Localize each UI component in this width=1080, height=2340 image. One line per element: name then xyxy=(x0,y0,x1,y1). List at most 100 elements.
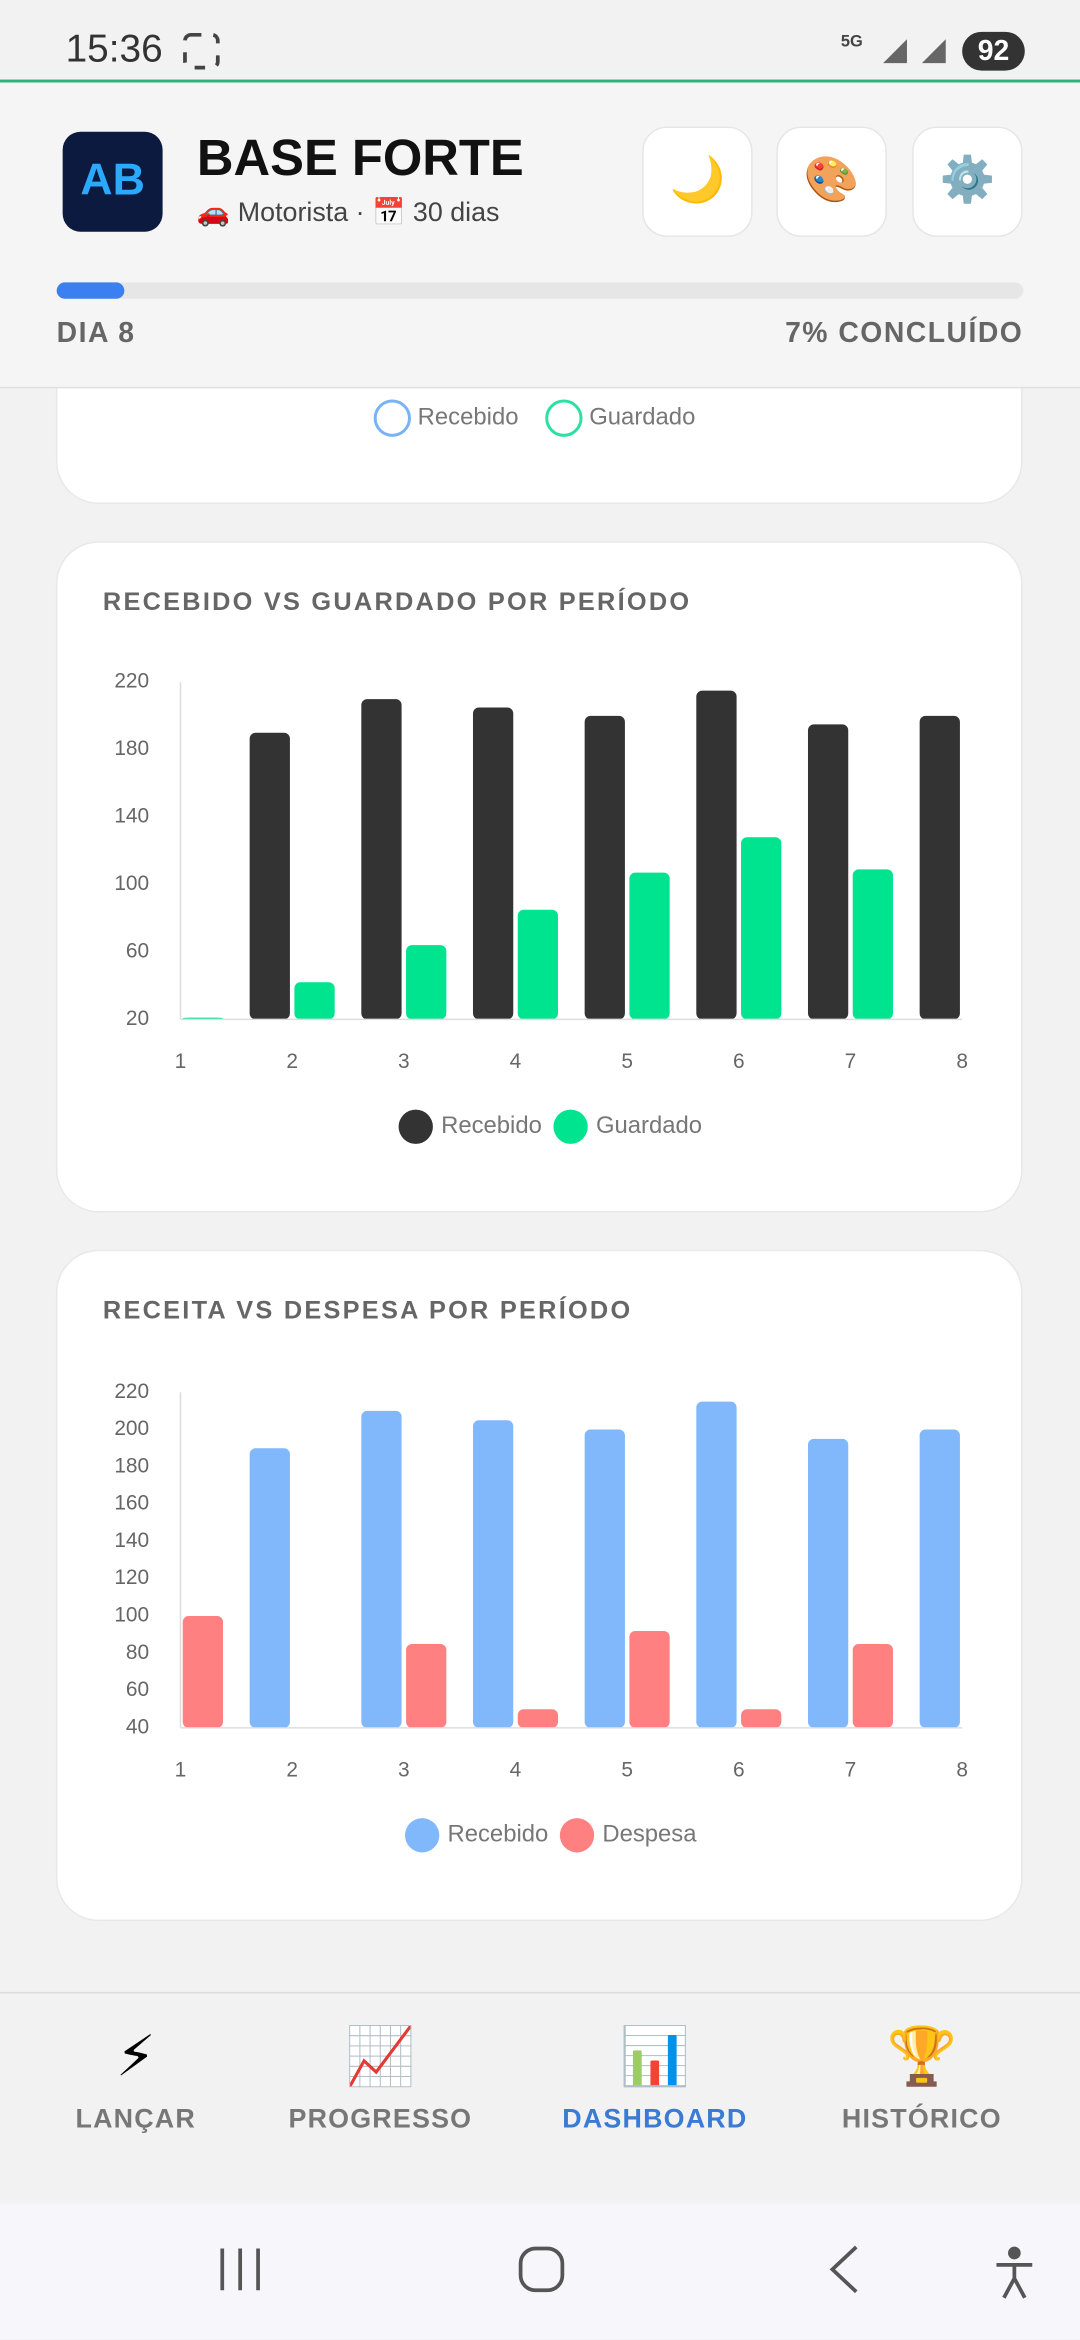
bar xyxy=(249,1448,290,1728)
chart-card xyxy=(55,1249,1023,1922)
accent-line xyxy=(0,79,1080,83)
legend-label: Recebido xyxy=(448,1821,549,1848)
x-tick-label: 4 xyxy=(510,1759,522,1782)
settings-icon[interactable]: ⚙️ xyxy=(940,153,996,204)
x-tick-label: 7 xyxy=(845,1050,857,1073)
y-tick-label: 220 xyxy=(114,1380,149,1403)
bar xyxy=(807,724,849,1020)
nav-items: ⚡ LANÇAR 📈 PROGRESSO 📊 DASHBOARD 🏆 HISTÓRICO xyxy=(75,2024,1002,2134)
network-label: 5G xyxy=(841,33,863,51)
accessibility-button[interactable] xyxy=(996,2246,1033,2299)
y-tick-label: 100 xyxy=(114,872,149,895)
bar xyxy=(696,690,737,1020)
x-tick-label: 1 xyxy=(175,1050,187,1073)
y-tick-label: 40 xyxy=(126,1715,149,1738)
y-tick-label: 120 xyxy=(114,1566,149,1589)
bar xyxy=(182,1616,224,1728)
bar xyxy=(741,837,782,1020)
chart-card xyxy=(55,541,1023,1213)
bar xyxy=(741,1709,782,1728)
bar xyxy=(584,1429,625,1728)
legend-label: Despesa xyxy=(602,1821,697,1848)
nav-item[interactable]: 📊 DASHBOARD xyxy=(562,2024,747,2134)
bar xyxy=(472,707,514,1020)
x-tick-label: 5 xyxy=(621,1759,633,1782)
y-tick-label: 220 xyxy=(114,670,149,693)
nav-label[interactable]: PROGRESSO xyxy=(288,2103,472,2133)
y-tick-label: 140 xyxy=(114,1529,149,1552)
progress-label: 7% CONCLUÍDO xyxy=(785,317,1023,349)
bar xyxy=(361,699,402,1020)
y-tick-label: 200 xyxy=(114,1417,149,1440)
header-divider xyxy=(0,386,1080,389)
legend-swatch xyxy=(553,1109,588,1144)
bar xyxy=(584,715,625,1020)
x-tick-label: 6 xyxy=(733,1050,745,1073)
bar xyxy=(472,1420,514,1728)
legend-swatch xyxy=(559,1818,595,1853)
bar xyxy=(249,732,290,1020)
nav-icon[interactable]: ⚡ xyxy=(116,2026,156,2089)
theme-button[interactable] xyxy=(642,126,753,237)
x-tick-label: 7 xyxy=(845,1759,857,1782)
bar xyxy=(919,1429,960,1728)
bar xyxy=(807,1438,849,1728)
nav-icon[interactable]: 📊 xyxy=(620,2024,691,2089)
nav-label[interactable]: LANÇAR xyxy=(75,2103,196,2133)
palette-button[interactable] xyxy=(776,126,887,237)
y-tick-label: 60 xyxy=(126,1678,149,1701)
bar xyxy=(406,945,447,1020)
y-tick-label: 140 xyxy=(114,805,149,828)
bar xyxy=(406,1643,447,1728)
nav-label[interactable]: HISTÓRICO xyxy=(842,2102,1002,2133)
x-tick-label: 3 xyxy=(398,1759,410,1782)
legend-swatch xyxy=(373,399,411,437)
chart-title: RECEBIDO VS GUARDADO POR PERÍODO xyxy=(103,587,691,616)
nav-icon[interactable]: 🏆 xyxy=(887,2024,958,2089)
x-tick-label: 6 xyxy=(733,1759,745,1782)
header-cover xyxy=(0,298,1080,387)
bar xyxy=(294,982,335,1020)
x-tick-label: 2 xyxy=(286,1050,298,1073)
legend-label: Guardado xyxy=(589,403,695,430)
x-tick-label: 3 xyxy=(398,1050,410,1073)
bar xyxy=(629,872,670,1020)
screenshot-icon xyxy=(183,32,220,70)
back-button[interactable] xyxy=(829,2245,858,2294)
y-tick-label: 180 xyxy=(114,1454,149,1477)
bar xyxy=(361,1410,402,1728)
nav-item[interactable]: 🏆 HISTÓRICO xyxy=(842,2024,1002,2134)
nav-label[interactable]: DASHBOARD xyxy=(562,2103,747,2133)
legend-label: Recebido xyxy=(418,403,519,430)
nav-item[interactable]: ⚡ LANÇAR xyxy=(75,2026,196,2134)
recents-button[interactable] xyxy=(220,2248,260,2291)
accessibility-body[interactable] xyxy=(996,2263,1033,2299)
bar xyxy=(852,1643,894,1728)
header-buttons: 🌙 🎨 ⚙️ xyxy=(642,126,1023,237)
battery-pill xyxy=(962,31,1025,71)
nav-item[interactable]: 📈 PROGRESSO xyxy=(288,2024,472,2134)
system-nav xyxy=(0,2203,1080,2340)
x-tick-label: 2 xyxy=(286,1759,298,1782)
x-tick-label: 8 xyxy=(956,1759,968,1782)
nav-icon[interactable]: 📈 xyxy=(345,2024,416,2089)
bottom-nav xyxy=(0,1991,1080,2204)
palette-icon[interactable]: 🎨 xyxy=(804,152,860,204)
bar xyxy=(629,1630,670,1728)
nav-divider xyxy=(0,1991,1080,1994)
legend-swatch xyxy=(398,1109,433,1144)
settings-button[interactable] xyxy=(912,126,1023,237)
day-label: DIA 8 xyxy=(57,317,136,349)
x-tick-label: 5 xyxy=(621,1050,633,1073)
chart-title: RECEITA VS DESPESA POR PERÍODO xyxy=(103,1295,633,1324)
home-button[interactable] xyxy=(518,2246,565,2293)
theme-icon[interactable]: 🌙 xyxy=(670,153,726,206)
accessibility-head[interactable] xyxy=(1008,2246,1021,2260)
legend-label: Recebido xyxy=(441,1112,542,1139)
progress-track xyxy=(56,282,1024,299)
y-tick-label: 60 xyxy=(126,939,149,962)
y-tick-label: 180 xyxy=(114,737,149,760)
x-tick-label: 1 xyxy=(175,1759,187,1782)
bar xyxy=(919,715,960,1020)
